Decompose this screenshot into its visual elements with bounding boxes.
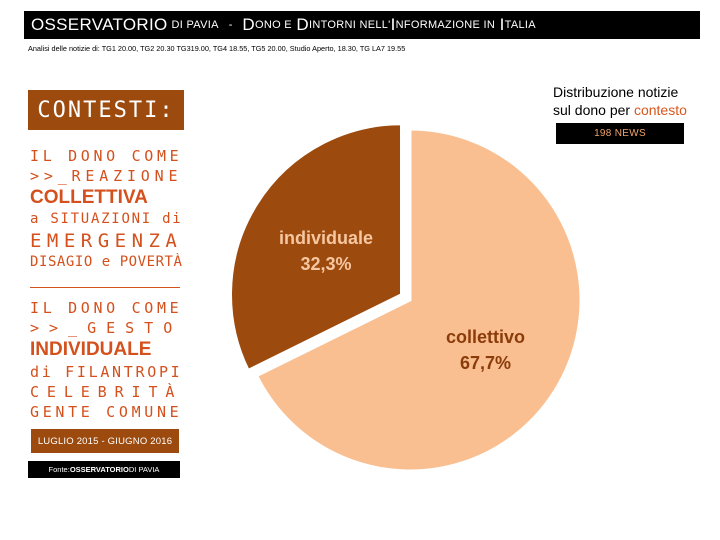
sources-subtitle: Analisi delle notizie di: TG1 20.00, TG2… [28, 44, 406, 53]
title-ono-e: ONO E [254, 19, 292, 31]
context-line-text: a SITUAZIONI di [30, 211, 182, 227]
context-line-text: IL DONO COME [30, 299, 182, 317]
context-line: IL DONO COME [30, 298, 182, 318]
context-group-individuale: IL DONO COME >>_GESTO INDIVIDUALE di FILANT… [30, 298, 182, 422]
context-line-text: di FILANTROPI [30, 363, 182, 381]
title-osservatorio: OSSERVATORIO [31, 15, 168, 34]
period-badge: LUGLIO 2015 - GIUGNO 2016 [31, 429, 179, 453]
slice-value-collettivo: 67,7% [460, 353, 511, 373]
pie-slice-individuale [229, 122, 404, 373]
context-line-text: >>_GESTO [30, 319, 182, 337]
context-line-text: INDIVIDUALE [30, 339, 152, 360]
context-line-text: IL DONO COME [30, 147, 182, 165]
context-line-text: EMERGENZA [30, 230, 182, 252]
context-line-text: DISAGIO e POVERTÀ [30, 254, 182, 270]
distribution-line2-prefix: sul dono per [553, 102, 634, 118]
source-prefix: Fonte: [48, 465, 70, 474]
context-line: >>_REAZIONE [30, 166, 182, 186]
pie-slice-collettivo [254, 127, 583, 473]
distribution-line1: Distribuzione notizie [553, 84, 679, 100]
context-line-text: CELEBRITÀ [30, 383, 182, 401]
title-cap-d1: D [242, 15, 255, 34]
slice-label-individuale: individuale [279, 228, 373, 248]
source-badge: Fonte: OSSERVATORIO DI PAVIA [28, 461, 180, 478]
news-count-badge: 198 NEWS [556, 123, 684, 144]
title-cap-i2: I [499, 15, 505, 34]
title-nformazione: NFORMAZIONE IN [395, 19, 496, 31]
title-cap-d2: D [296, 15, 309, 34]
title-bar: OSSERVATORIO DI PAVIA - D ONO E D INTORNI … [24, 11, 700, 39]
pie-chart: collettivo 67,7% individuale 32,3% [229, 122, 583, 473]
context-line: EMERGENZA [30, 229, 182, 253]
context-line: >>_GESTO [30, 318, 182, 338]
title-talia: TALIA [504, 19, 536, 31]
title-dash: - [228, 19, 233, 31]
slice-value-individuale: 32,3% [300, 254, 351, 274]
source-rest: DI PAVIA [128, 465, 160, 474]
title-intorni: INTORNI NELL' [308, 19, 391, 31]
context-line: a SITUAZIONI di [30, 210, 182, 229]
slice-label-collettivo: collettivo [446, 327, 525, 347]
title-cap-i1: I [390, 15, 396, 34]
context-line: GENTE COMUNE [30, 402, 182, 422]
context-line: di FILANTROPI [30, 362, 182, 382]
context-line-text: COLLETTIVA [30, 187, 148, 208]
contesti-label: CONTESTI: [28, 90, 184, 130]
group-divider [30, 287, 180, 288]
source-bold: OSSERVATORIO [69, 465, 129, 474]
distribution-line2-accent: contesto [633, 102, 687, 118]
context-line: DISAGIO e POVERTÀ [30, 253, 182, 272]
context-line: CELEBRITÀ [30, 382, 182, 402]
context-line-text: GENTE COMUNE [30, 403, 182, 421]
context-group-collettiva: IL DONO COME >>_REAZIONE COLLETTIVA a SITUA… [30, 146, 182, 272]
context-line: IL DONO COME [30, 146, 182, 166]
title-di-pavia: DI PAVIA [171, 19, 219, 31]
context-line-text: >>_REAZIONE [30, 167, 182, 185]
distribution-caption: Distribuzione notizie sul dono per conte… [553, 83, 687, 119]
context-line: COLLETTIVA [30, 186, 182, 210]
context-line: INDIVIDUALE [30, 338, 182, 362]
